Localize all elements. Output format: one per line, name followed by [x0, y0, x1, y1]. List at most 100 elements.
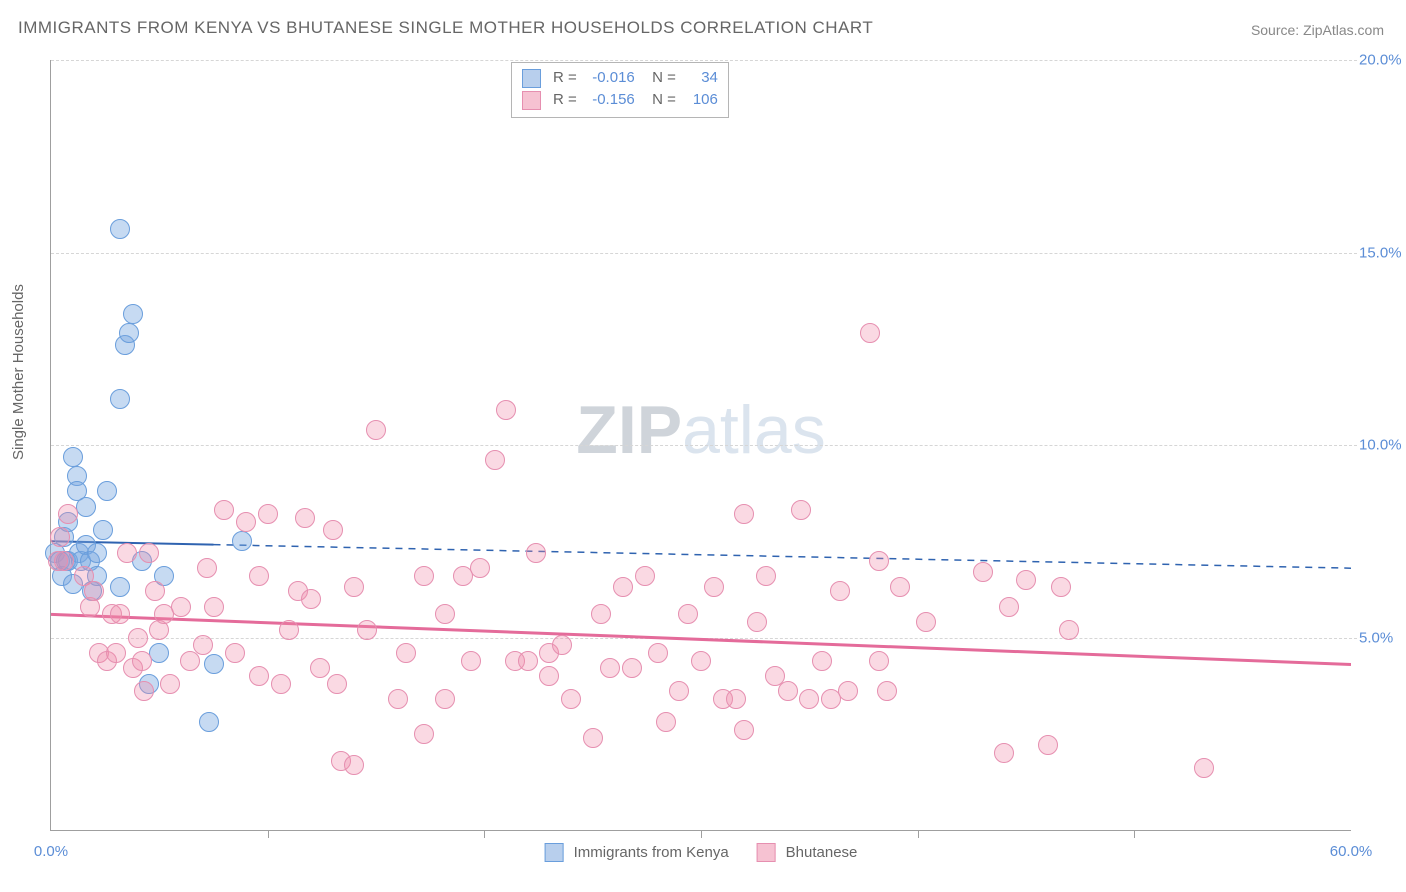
y-axis-label: Single Mother Households	[10, 284, 27, 460]
data-point-bhutanese	[414, 724, 434, 744]
data-point-bhutanese	[678, 604, 698, 624]
data-point-bhutanese	[271, 674, 291, 694]
x-tick	[484, 830, 485, 838]
data-point-kenya	[123, 304, 143, 324]
data-point-bhutanese	[747, 612, 767, 632]
data-point-kenya	[87, 543, 107, 563]
data-point-bhutanese	[236, 512, 256, 532]
data-point-bhutanese	[110, 604, 130, 624]
data-point-bhutanese	[139, 543, 159, 563]
data-point-bhutanese	[756, 566, 776, 586]
legend-swatch-bhutanese	[757, 843, 776, 862]
chart-title: IMMIGRANTS FROM KENYA VS BHUTANESE SINGL…	[18, 18, 873, 38]
data-point-bhutanese	[552, 635, 572, 655]
data-point-bhutanese	[414, 566, 434, 586]
data-point-bhutanese	[583, 728, 603, 748]
data-point-bhutanese	[726, 689, 746, 709]
data-point-bhutanese	[669, 681, 689, 701]
data-point-bhutanese	[704, 577, 724, 597]
data-point-bhutanese	[778, 681, 798, 701]
data-point-bhutanese	[869, 551, 889, 571]
r-value: -0.016	[585, 67, 635, 89]
data-point-bhutanese	[366, 420, 386, 440]
stats-row-kenya: R = -0.016 N = 34	[522, 67, 718, 89]
data-point-bhutanese	[838, 681, 858, 701]
data-point-bhutanese	[600, 658, 620, 678]
x-tick-label: 60.0%	[1330, 843, 1373, 860]
data-point-bhutanese	[973, 562, 993, 582]
data-point-bhutanese	[622, 658, 642, 678]
data-point-bhutanese	[691, 651, 711, 671]
gridline	[51, 60, 1357, 61]
r-label: R =	[553, 89, 577, 111]
legend-swatch-kenya	[522, 69, 541, 88]
data-point-bhutanese	[656, 712, 676, 732]
data-point-bhutanese	[890, 577, 910, 597]
x-tick	[268, 830, 269, 838]
series-legend: Immigrants from Kenya Bhutanese	[545, 843, 858, 862]
stats-legend: R = -0.016 N = 34R = -0.156 N = 106	[511, 62, 729, 118]
data-point-bhutanese	[357, 620, 377, 640]
data-point-bhutanese	[734, 720, 754, 740]
data-point-kenya	[110, 577, 130, 597]
data-point-bhutanese	[1051, 577, 1071, 597]
r-value: -0.156	[585, 89, 635, 111]
data-point-kenya	[119, 323, 139, 343]
data-point-kenya	[63, 447, 83, 467]
y-tick-label: 5.0%	[1359, 629, 1406, 646]
data-point-bhutanese	[117, 543, 137, 563]
data-point-bhutanese	[145, 581, 165, 601]
n-value: 34	[684, 67, 718, 89]
data-point-bhutanese	[877, 681, 897, 701]
data-point-kenya	[204, 654, 224, 674]
data-point-kenya	[93, 520, 113, 540]
scatter-plot-area: ZIPatlas R = -0.016 N = 34R = -0.156 N =…	[50, 60, 1351, 831]
data-point-bhutanese	[327, 674, 347, 694]
data-point-kenya	[149, 643, 169, 663]
y-tick-label: 15.0%	[1359, 244, 1406, 261]
data-point-bhutanese	[561, 689, 581, 709]
stats-row-bhutanese: R = -0.156 N = 106	[522, 89, 718, 111]
data-point-bhutanese	[58, 504, 78, 524]
y-tick-label: 20.0%	[1359, 52, 1406, 69]
data-point-bhutanese	[301, 589, 321, 609]
data-point-bhutanese	[999, 597, 1019, 617]
data-point-bhutanese	[204, 597, 224, 617]
data-point-bhutanese	[396, 643, 416, 663]
data-point-bhutanese	[1038, 735, 1058, 755]
watermark: ZIPatlas	[576, 391, 825, 469]
data-point-bhutanese	[1016, 570, 1036, 590]
gridline	[51, 445, 1357, 446]
y-tick-label: 10.0%	[1359, 437, 1406, 454]
data-point-bhutanese	[344, 755, 364, 775]
data-point-bhutanese	[249, 566, 269, 586]
n-label: N =	[644, 89, 676, 111]
legend-swatch-kenya	[545, 843, 564, 862]
watermark-zip: ZIP	[576, 392, 682, 468]
legend-swatch-bhutanese	[522, 91, 541, 110]
data-point-bhutanese	[869, 651, 889, 671]
gridline	[51, 638, 1357, 639]
data-point-bhutanese	[323, 520, 343, 540]
data-point-bhutanese	[134, 681, 154, 701]
x-tick-label: 0.0%	[34, 843, 68, 860]
n-label: N =	[644, 67, 676, 89]
data-point-bhutanese	[197, 558, 217, 578]
x-tick	[701, 830, 702, 838]
data-point-kenya	[199, 712, 219, 732]
gridline	[51, 253, 1357, 254]
data-point-bhutanese	[160, 674, 180, 694]
data-point-kenya	[232, 531, 252, 551]
data-point-kenya	[76, 497, 96, 517]
legend-item-bhutanese: Bhutanese	[757, 843, 858, 862]
data-point-bhutanese	[518, 651, 538, 671]
data-point-bhutanese	[310, 658, 330, 678]
data-point-bhutanese	[50, 527, 70, 547]
data-point-bhutanese	[613, 577, 633, 597]
data-point-bhutanese	[539, 666, 559, 686]
data-point-bhutanese	[734, 504, 754, 524]
data-point-bhutanese	[812, 651, 832, 671]
data-point-bhutanese	[128, 628, 148, 648]
data-point-kenya	[110, 389, 130, 409]
legend-label: Immigrants from Kenya	[574, 844, 729, 861]
